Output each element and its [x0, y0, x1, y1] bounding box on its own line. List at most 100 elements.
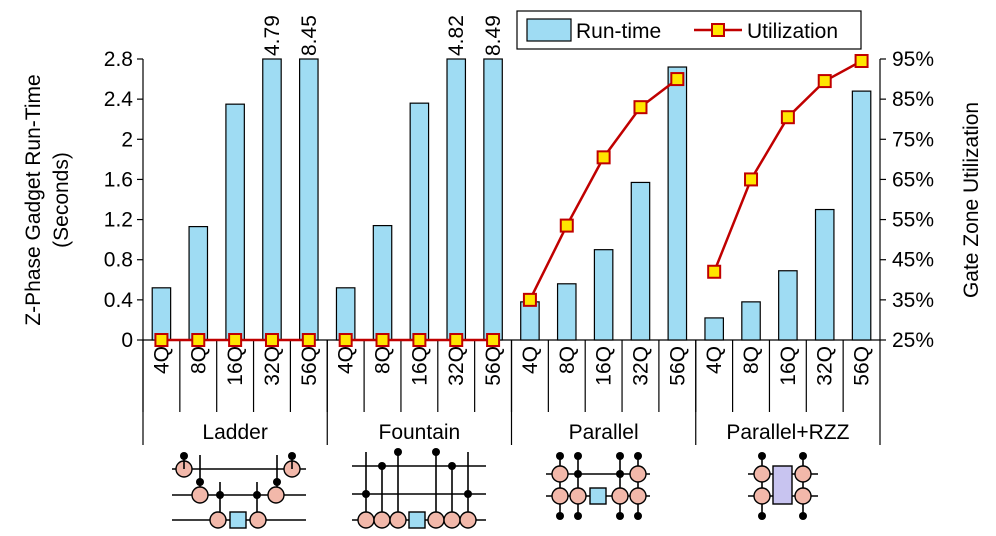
- runtime-bar: [778, 270, 798, 341]
- utilization-marker: [744, 172, 759, 187]
- utilization-marker: [375, 333, 390, 347]
- category-label: 8Q: [556, 346, 579, 374]
- y-tick-label: 1.6: [104, 168, 133, 191]
- parallel-circuit-icon: [546, 452, 650, 520]
- group-label: Ladder: [202, 421, 267, 444]
- category-label: 16Q: [224, 346, 247, 386]
- utilization-marker: [559, 218, 574, 233]
- runtime-bar: [483, 58, 503, 341]
- category-label: 16Q: [408, 346, 431, 386]
- category-label: 32Q: [814, 346, 837, 386]
- y2-axis-title: Gate Zone Utilization: [960, 102, 983, 298]
- bar-value-label: 8.45: [298, 15, 321, 56]
- runtime-bar: [851, 90, 872, 341]
- category-label: 56Q: [482, 346, 505, 386]
- category-label: 32Q: [629, 346, 652, 386]
- legend-runtime-label: Run-time: [576, 20, 661, 43]
- category-label: 56Q: [851, 346, 874, 386]
- runtime-bar: [667, 66, 688, 341]
- y-tick-label: 1.2: [104, 209, 133, 232]
- y-tick-label: 2.4: [104, 88, 134, 111]
- category-label: 8Q: [187, 346, 210, 374]
- runtime-bar: [372, 224, 393, 341]
- category-label: 4Q: [150, 346, 173, 374]
- legend-runtime-swatch: [526, 18, 572, 42]
- utilization-marker: [596, 150, 611, 165]
- y2-tick-label: 75%: [892, 128, 934, 151]
- axis-titles: Z-Phase Gadget Run-Time (Seconds) Gate Z…: [22, 74, 983, 325]
- utilization-marker: [264, 333, 279, 347]
- utilization-marker: [854, 54, 869, 69]
- utilization-marker: [191, 333, 206, 347]
- legend-box: [516, 10, 862, 50]
- legend: Run-time Utilization: [516, 10, 862, 50]
- utilization-marker: [522, 292, 537, 307]
- group-label: Parallel+RZZ: [726, 421, 849, 444]
- y-tick-label: 0.8: [104, 249, 133, 272]
- fountain-circuit-icon: [352, 448, 486, 529]
- runtime-bar: [814, 208, 835, 341]
- category-label: 4Q: [703, 346, 726, 374]
- y2-tick-label: 55%: [892, 209, 934, 232]
- utilization-marker: [633, 100, 648, 115]
- y2-tick-label: 95%: [892, 48, 934, 71]
- utilization-marker: [154, 333, 169, 347]
- runtime-bar: [335, 287, 356, 341]
- utilization-marker: [301, 333, 316, 347]
- y2-tick-label: 85%: [892, 88, 934, 111]
- utilization-marker: [670, 72, 685, 87]
- category-label: 8Q: [740, 346, 763, 374]
- runtime-bar: [520, 301, 540, 341]
- category-label: 56Q: [666, 346, 689, 386]
- utilization-line: [713, 59, 863, 273]
- bar-value-label: 4.82: [445, 15, 468, 56]
- category-label: 8Q: [372, 346, 395, 374]
- y-axis-title-line-1: Z-Phase Gadget Run-Time: [22, 74, 45, 325]
- runtime-bar: [630, 181, 651, 341]
- runtime-bar: [409, 102, 430, 341]
- y-tick-label: 2.8: [104, 48, 133, 71]
- category-label: 56Q: [298, 346, 321, 386]
- utilization-marker: [449, 333, 464, 347]
- plot-area: 0 0.4 0.8 1.2 1.6 2 2.4 2.8 25% 35% 45% 55% 65% 75% 85…: [104, 15, 934, 445]
- category-label: 4Q: [519, 346, 542, 374]
- runtime-bar: [741, 301, 761, 341]
- category-label: 32Q: [261, 346, 284, 386]
- y-tick-label: 2: [121, 128, 133, 151]
- runtime-bar: [151, 287, 172, 341]
- category-label: 16Q: [777, 346, 800, 386]
- runtime-bar: [299, 58, 319, 341]
- runtime-bar: [225, 103, 245, 341]
- utilization-marker: [817, 74, 832, 89]
- bar-value-label: 8.49: [482, 15, 505, 56]
- category-label: 4Q: [335, 346, 358, 374]
- category-label: 32Q: [445, 346, 468, 386]
- y2-tick-label: 65%: [892, 168, 934, 191]
- y2-tick-label: 25%: [892, 329, 934, 352]
- utilization-marker: [707, 264, 722, 279]
- legend-utilization-label: Utilization: [747, 20, 838, 43]
- runtime-bar: [446, 58, 467, 341]
- runtime-bar: [704, 317, 724, 341]
- utilization-marker: [486, 333, 501, 347]
- runtime-bar: [188, 225, 209, 341]
- utilization-marker: [780, 110, 795, 125]
- y-tick-label: 0.4: [104, 289, 134, 312]
- group-label: Fountain: [379, 421, 461, 444]
- y2-tick-label: 35%: [892, 289, 934, 312]
- ladder-circuit-icon: [172, 452, 306, 529]
- y2-tick-label: 45%: [892, 249, 934, 272]
- utilization-marker: [412, 333, 427, 347]
- legend-utilization-marker: [711, 23, 725, 37]
- utilization-marker: [228, 333, 243, 347]
- bar-value-label: 4.79: [261, 15, 284, 56]
- parallel-rzz-circuit-icon: [748, 452, 818, 520]
- runtime-bar: [556, 283, 577, 341]
- category-label: 16Q: [593, 346, 616, 386]
- y-axis-title-line-2: (Seconds): [50, 152, 73, 248]
- utilization-marker: [338, 333, 353, 347]
- runtime-bar: [262, 58, 282, 341]
- group-label: Parallel: [569, 421, 639, 444]
- runtime-bar: [593, 249, 614, 341]
